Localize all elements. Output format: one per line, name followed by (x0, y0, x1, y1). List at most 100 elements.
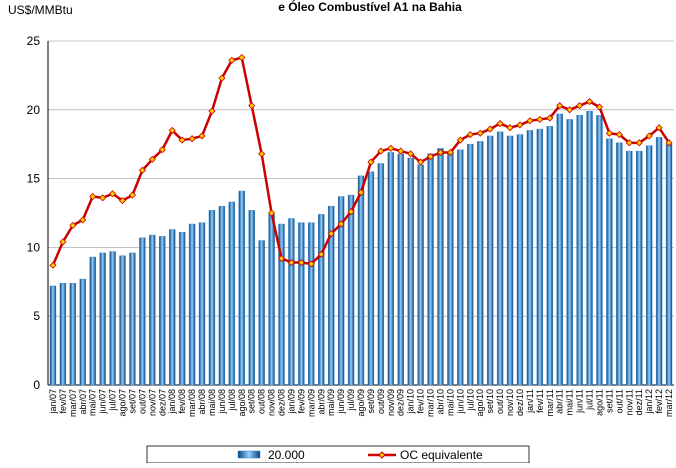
marker (506, 124, 514, 132)
bar (655, 137, 663, 386)
bar (347, 194, 355, 386)
marker (327, 230, 335, 238)
x-tick-label: out/10 (495, 389, 505, 414)
bar (407, 157, 414, 386)
marker (138, 166, 146, 174)
bar (228, 201, 236, 386)
bar (337, 196, 345, 386)
x-tick-label: fev/09 (296, 389, 306, 414)
bar (288, 218, 295, 386)
bar (606, 138, 613, 386)
bar (99, 252, 106, 386)
marker (158, 146, 166, 154)
x-tick-label: set/07 (127, 389, 137, 414)
x-tick-label: ago/09 (356, 389, 366, 417)
bar (486, 135, 494, 386)
marker (118, 197, 127, 205)
bar (536, 128, 544, 386)
bar (586, 110, 593, 386)
bar (526, 130, 534, 386)
marker (218, 74, 226, 82)
marker (208, 107, 216, 115)
y-axis-label: US$/MMBtu (8, 3, 73, 17)
bar (397, 153, 404, 386)
x-tick-label: mai/09 (326, 389, 336, 416)
bar (556, 113, 563, 386)
marker (128, 191, 137, 199)
marker (337, 220, 345, 228)
marker (496, 119, 504, 128)
x-tick-label: jun/10 (455, 389, 465, 415)
marker (516, 121, 524, 129)
bar (427, 153, 434, 386)
x-tick-label: mai/08 (207, 389, 217, 416)
x-tick-label: mar/07 (68, 389, 78, 417)
bar (268, 214, 275, 386)
marker (347, 208, 355, 216)
marker (625, 139, 633, 147)
x-tick-label: fev/07 (58, 389, 68, 414)
x-tick-label: dez/09 (396, 389, 406, 416)
marker (595, 103, 604, 111)
bar (69, 282, 77, 386)
marker (287, 258, 296, 267)
bar (566, 119, 573, 386)
y-tick-label: 20 (27, 103, 41, 117)
bar (496, 131, 504, 386)
marker (168, 126, 176, 135)
x-tick-label: mar/09 (306, 389, 316, 417)
marker (556, 102, 564, 110)
bar (89, 256, 96, 386)
bar (576, 115, 583, 386)
marker (546, 114, 554, 122)
marker (446, 148, 454, 157)
bar (506, 135, 514, 386)
x-tick-label: out/07 (137, 389, 147, 414)
x-tick-label: fev/10 (416, 389, 426, 414)
bar (626, 150, 633, 386)
bar (248, 210, 255, 386)
bar (467, 143, 474, 386)
chart-title: e Óleo Combustível A1 na Bahia (278, 0, 462, 14)
bar (546, 126, 553, 386)
marker (635, 139, 643, 147)
marker (645, 132, 653, 140)
marker (566, 106, 574, 114)
y-tick-label: 0 (33, 378, 40, 392)
y-tick-label: 10 (27, 240, 41, 254)
marker (89, 192, 97, 201)
y-tick-label: 15 (27, 172, 41, 186)
marker (307, 260, 315, 268)
x-tick-label: ago/11 (594, 389, 604, 416)
x-tick-label: set/11 (604, 389, 614, 413)
x-tick-label: ago/10 (475, 389, 485, 417)
marker (69, 221, 77, 229)
bar (258, 240, 265, 386)
bar (377, 163, 385, 386)
bar (119, 255, 126, 386)
x-tick-label: set/10 (485, 389, 495, 414)
x-tick-label: set/08 (247, 389, 257, 414)
marker (456, 136, 464, 144)
legend-swatch (378, 451, 386, 459)
x-tick-label: mai/11 (565, 389, 575, 415)
bar (178, 232, 186, 386)
marker (417, 158, 425, 166)
bar (596, 115, 603, 386)
marker (615, 131, 623, 139)
x-tick-label: jun/09 (336, 389, 346, 415)
bar (49, 285, 57, 386)
x-tick-label: out/11 (614, 389, 624, 413)
x-tick-label: nov/11 (624, 389, 634, 415)
x-tick-label: jun/11 (575, 389, 585, 414)
bar (665, 143, 673, 386)
x-tick-label: jul/08 (227, 389, 237, 412)
legend-swatch (237, 450, 261, 459)
x-tick-label: mar/10 (426, 389, 436, 417)
bar (477, 141, 484, 386)
x-tick-label: dez/07 (157, 389, 167, 416)
x-tick-label: dez/11 (634, 389, 644, 415)
bar (357, 175, 365, 386)
bar (278, 223, 285, 386)
